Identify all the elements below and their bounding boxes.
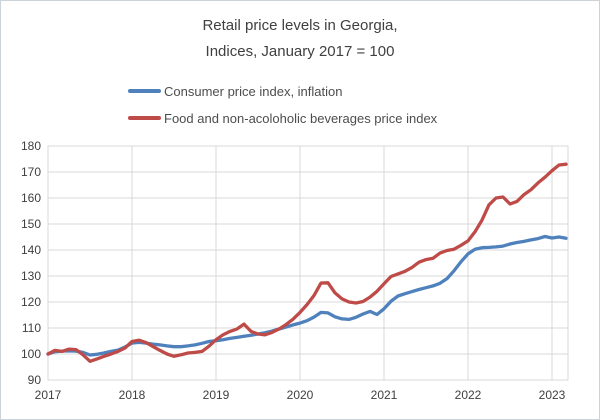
legend-label-cpi: Consumer price index, inflation bbox=[164, 83, 343, 99]
food-line-swatch bbox=[128, 116, 161, 120]
cpi-line bbox=[46, 234, 568, 357]
plot-border bbox=[47, 145, 569, 381]
y-tick-label-150: 150 bbox=[21, 217, 41, 231]
chart-title: Retail price levels in Georgia, Indices,… bbox=[1, 13, 599, 65]
y-tick-label-120: 120 bbox=[21, 295, 41, 309]
y-tick-label-160: 160 bbox=[21, 191, 41, 205]
y-tick-label-110: 110 bbox=[22, 321, 41, 335]
legend-item-cpi: Consumer price index, inflation bbox=[128, 83, 437, 99]
cpi-line-swatch bbox=[128, 89, 161, 93]
x-tick-label-2021: 2021 bbox=[371, 388, 398, 402]
y-tick-label-100: 100 bbox=[21, 347, 41, 361]
legend-item-food: Food and non-acoloholic beverages price … bbox=[128, 110, 437, 126]
legend: Consumer price index, inflation Food and… bbox=[128, 83, 437, 137]
y-tick-label-130: 130 bbox=[21, 269, 41, 283]
chart-title-line2: Indices, January 2017 = 100 bbox=[205, 43, 395, 60]
x-tick-label-2018: 2018 bbox=[119, 388, 146, 402]
legend-label-food: Food and non-acoloholic beverages price … bbox=[164, 110, 438, 126]
x-tick-label-2019: 2019 bbox=[203, 388, 230, 402]
y-tick-label-180: 180 bbox=[21, 139, 41, 153]
chart-title-line1: Retail price levels in Georgia, bbox=[202, 17, 398, 34]
x-tick-label-2020: 2020 bbox=[287, 388, 314, 402]
x-tick-label-2023: 2023 bbox=[539, 388, 566, 402]
x-tick-label-2022: 2022 bbox=[455, 388, 482, 402]
food-line bbox=[46, 162, 568, 363]
y-tick-label-170: 170 bbox=[21, 165, 41, 179]
x-tick-label-2017: 2017 bbox=[35, 388, 62, 402]
y-tick-label-90: 90 bbox=[28, 373, 42, 387]
y-tick-label-140: 140 bbox=[21, 243, 41, 257]
